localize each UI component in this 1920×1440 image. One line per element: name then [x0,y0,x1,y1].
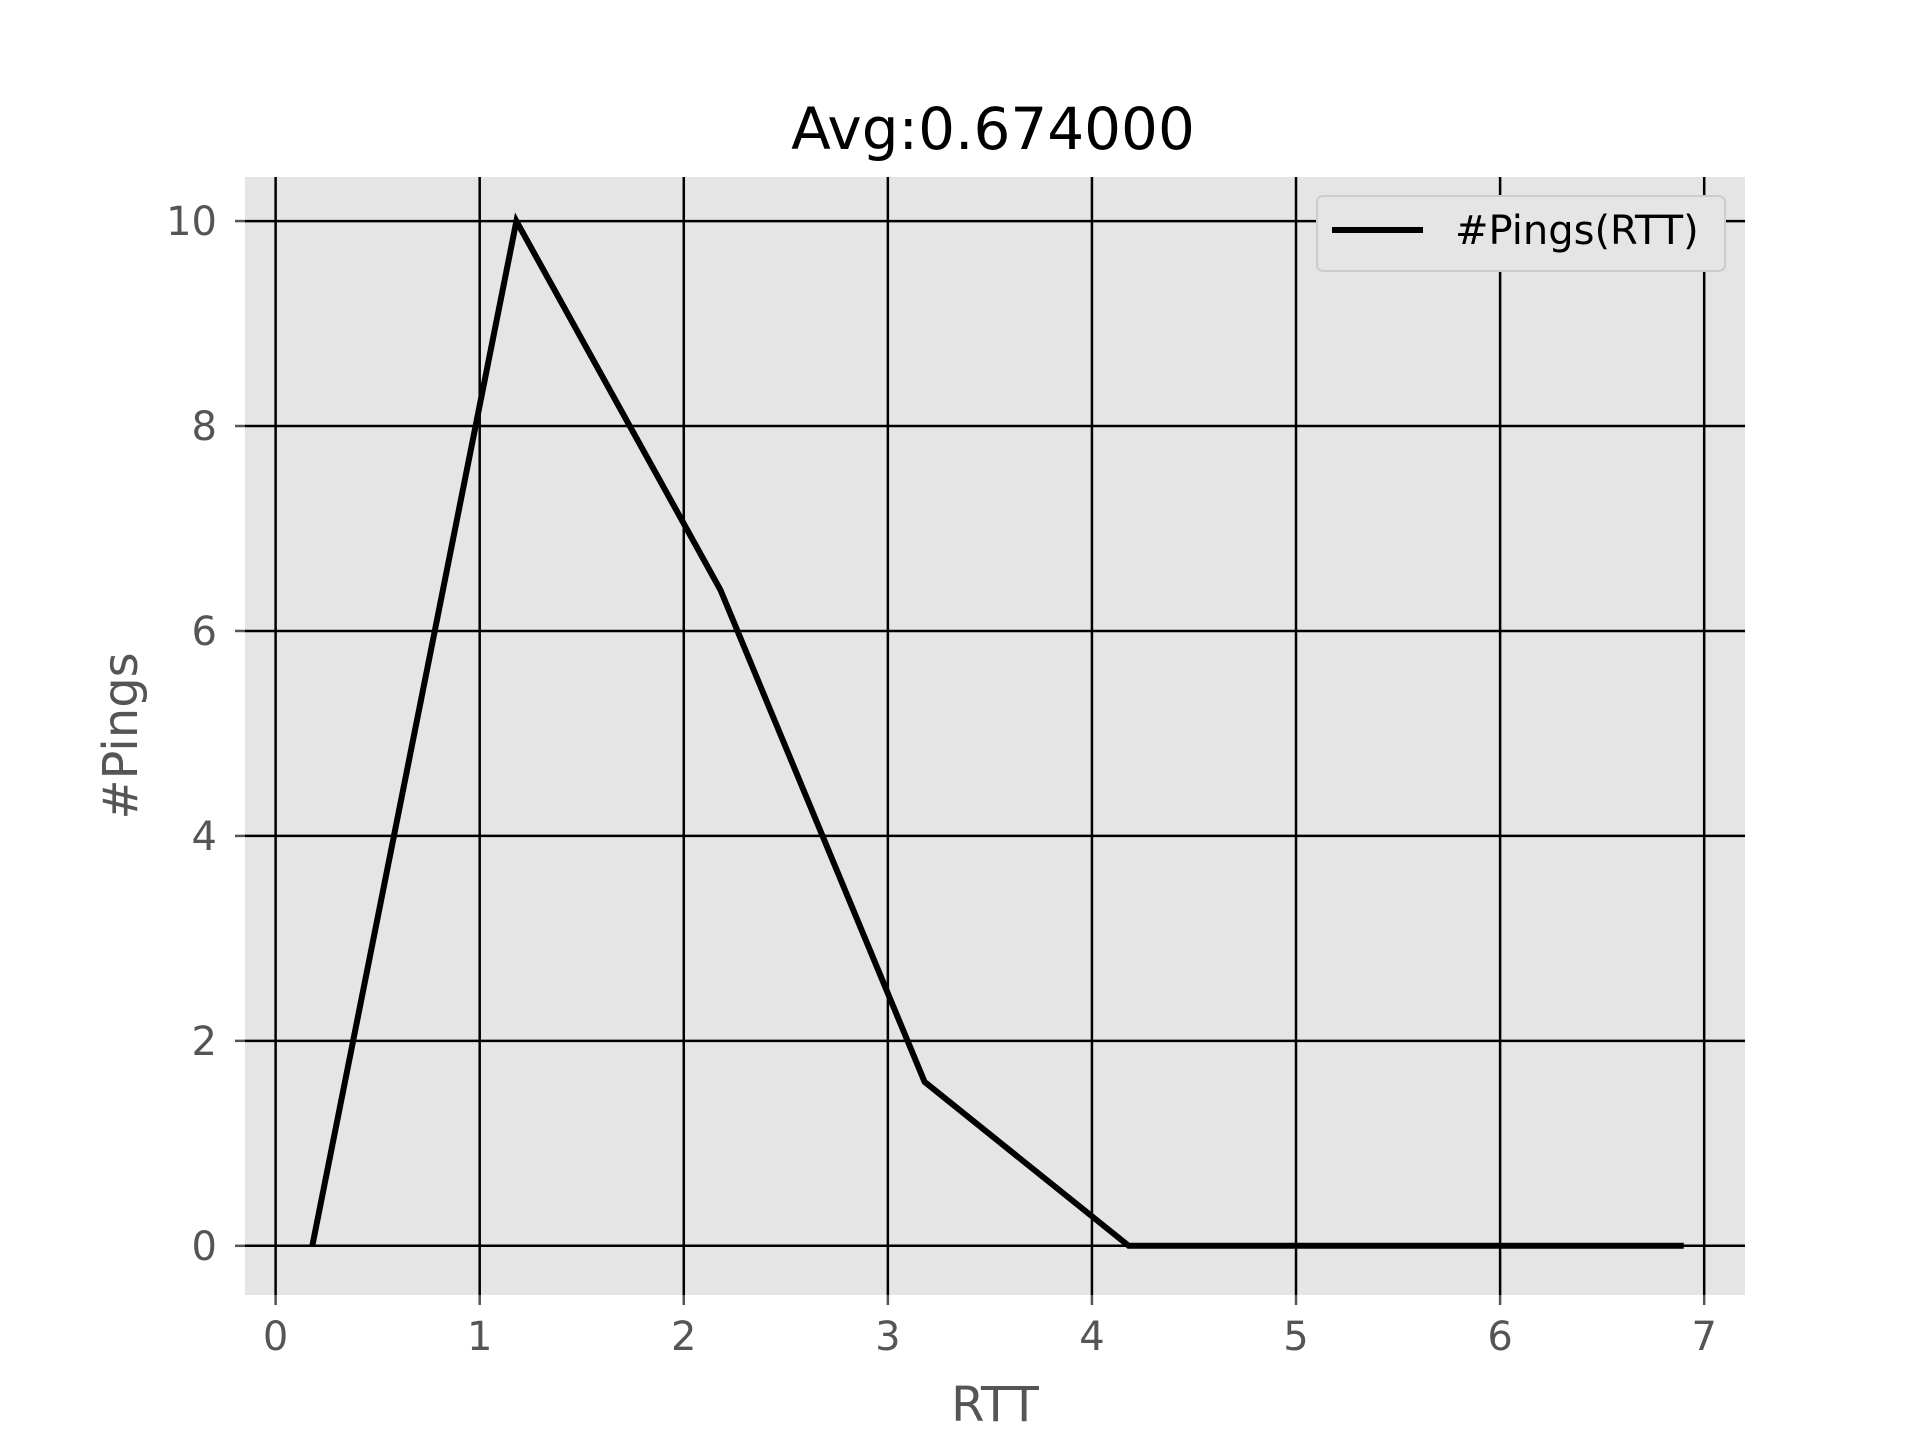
legend-box [1316,195,1726,272]
x-tick-label: 2 [671,1314,696,1360]
y-tick-label: 2 [192,1019,217,1065]
y-tick-label: 4 [192,814,217,860]
x-axis-label: RTT [951,1377,1039,1433]
x-tick-label: 1 [467,1314,492,1360]
x-tick-label: 0 [263,1314,288,1360]
series-line-0 [309,212,1684,1249]
x-tick-label: 3 [875,1314,900,1360]
y-tick-label: 10 [166,199,217,245]
legend-label: #Pings(RTT) [1455,208,1699,254]
y-axis-label: #Pings [93,652,149,819]
x-tick-label: 6 [1487,1314,1512,1360]
y-tick-label: 0 [192,1224,217,1270]
plot-area [245,177,1745,1295]
axis-ticks: 0 1 2 3 4 5 6 7 0 2 4 6 8 10 [166,199,1717,1360]
y-tick-label: 6 [192,609,217,655]
series-layer [309,212,1684,1249]
chart-title: Avg:0.674000 [791,95,1195,163]
x-tick-label: 7 [1691,1314,1716,1360]
y-tick-label: 8 [192,404,217,450]
x-tick-label: 5 [1283,1314,1308,1360]
x-tick-label: 4 [1079,1314,1104,1360]
legend: #Pings(RTT) [1316,195,1726,272]
